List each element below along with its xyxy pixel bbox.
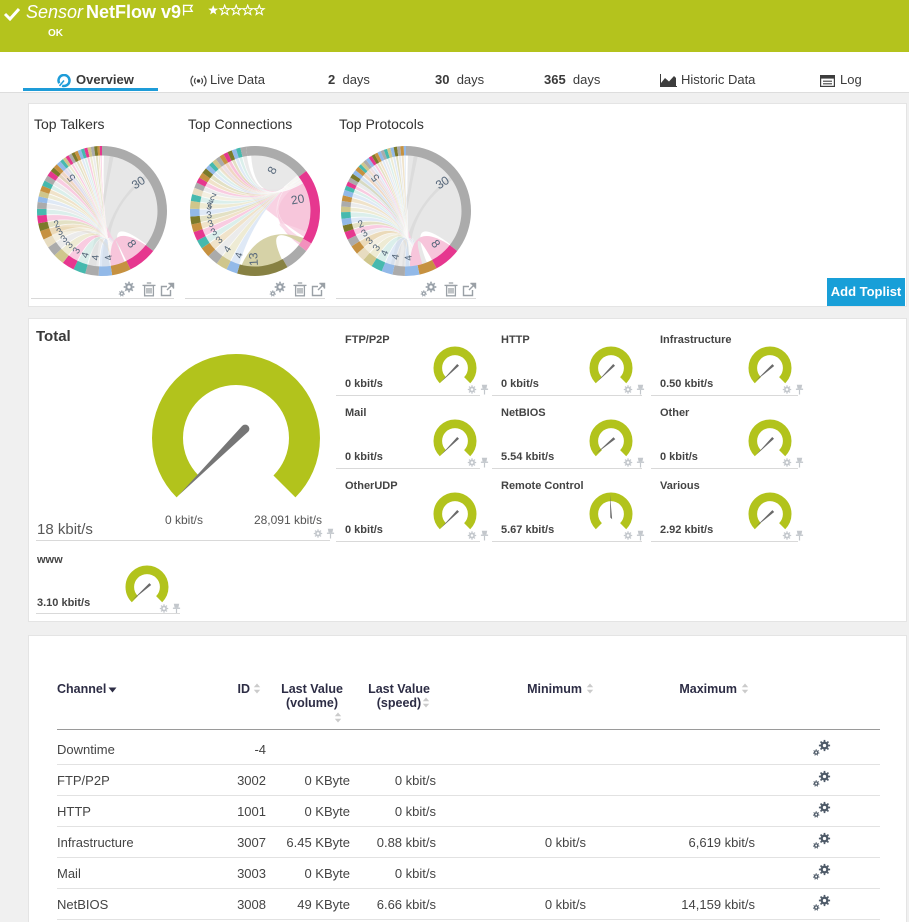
svg-text:3: 3 [71,245,84,256]
svg-text:3: 3 [206,201,212,212]
svg-text:2: 2 [206,197,214,209]
svg-text:4: 4 [234,251,246,260]
svg-text:4: 4 [379,248,391,258]
svg-text:3: 3 [206,210,214,222]
svg-text:3: 3 [214,234,226,246]
svg-text:3: 3 [64,239,76,251]
svg-text:4: 4 [80,251,92,260]
svg-text:20: 20 [290,191,306,207]
svg-text:4: 4 [222,244,235,255]
svg-text:3: 3 [364,235,376,247]
svg-text:3: 3 [360,227,371,240]
svg-text:3: 3 [59,233,71,245]
svg-text:2: 2 [208,190,218,202]
svg-text:4: 4 [103,253,115,261]
svg-text:3: 3 [209,226,220,239]
svg-text:13: 13 [246,252,261,266]
svg-text:4: 4 [390,253,402,261]
svg-text:2: 2 [356,218,365,230]
svg-text:4: 4 [91,254,102,261]
svg-text:4: 4 [403,254,415,261]
svg-text:3: 3 [371,242,383,253]
svg-text:3: 3 [206,218,215,230]
svg-text:3: 3 [55,226,66,239]
svg-text:2: 2 [52,218,61,230]
